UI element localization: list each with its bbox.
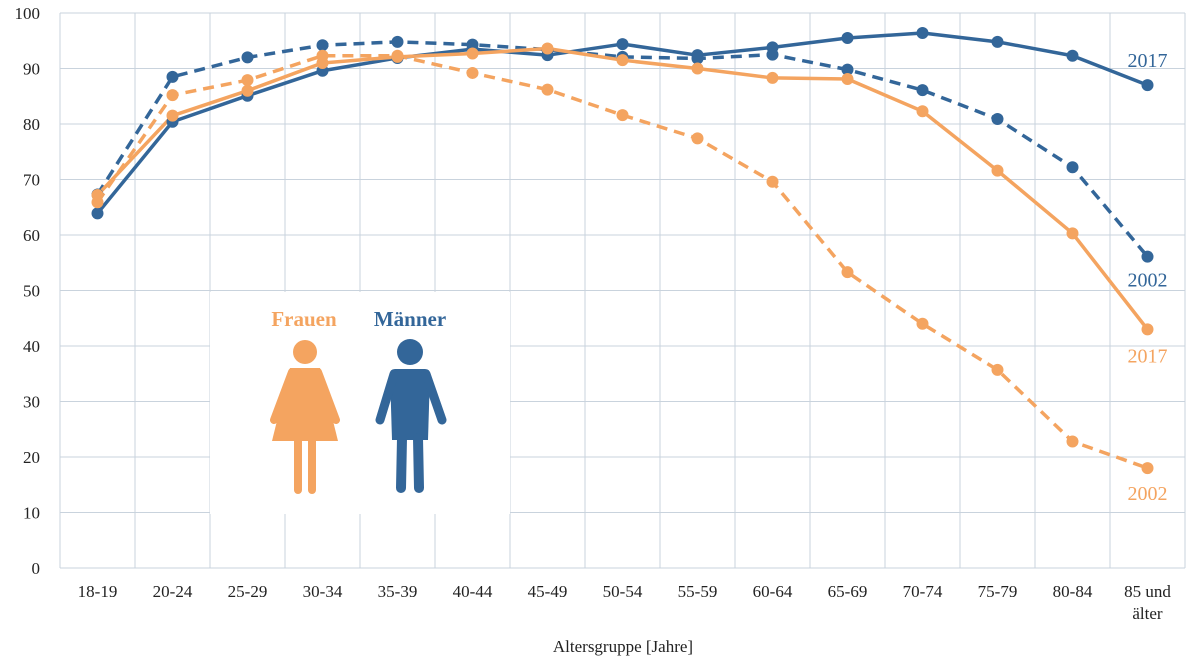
y-tick-label: 70 [23, 171, 40, 190]
data-point [166, 89, 179, 102]
series-line [96, 46, 1149, 331]
data-point [991, 164, 1004, 177]
y-tick-label: 40 [23, 337, 40, 356]
data-point [241, 51, 254, 64]
x-tick-label: 55-59 [678, 582, 718, 601]
series-label: 2002 [1128, 483, 1168, 505]
series-labels: 2017 2002 2017 2002 [1128, 50, 1168, 505]
x-tick-label: 60-64 [753, 582, 793, 601]
data-point [841, 31, 854, 44]
y-axis: 0 10 20 30 40 50 60 70 80 90 100 [15, 4, 41, 578]
y-tick-label: 0 [32, 559, 41, 578]
data-point [916, 84, 929, 97]
y-tick-label: 60 [23, 226, 40, 245]
data-point [916, 26, 929, 39]
x-axis-title: Altersgruppe [Jahre] [553, 637, 693, 656]
y-tick-label: 50 [23, 282, 40, 301]
data-point [691, 62, 704, 75]
woman-icon [270, 340, 340, 494]
data-point [766, 175, 779, 188]
data-point [91, 196, 104, 209]
data-point [916, 317, 929, 330]
x-tick-label: 50-54 [603, 582, 643, 601]
data-point [316, 39, 329, 52]
x-tick-label: 30-34 [303, 582, 343, 601]
data-point [766, 48, 779, 61]
y-tick-label: 30 [23, 393, 40, 412]
x-tick-label: 25-29 [228, 582, 268, 601]
series-label: 2017 [1128, 345, 1168, 367]
y-tick-label: 20 [23, 448, 40, 467]
x-tick-label: 70-74 [903, 582, 943, 601]
data-point [1066, 161, 1079, 174]
data-point [691, 52, 704, 65]
data-point [466, 47, 479, 60]
data-point [466, 66, 479, 79]
x-tick-label: 75-79 [978, 582, 1018, 601]
data-point [841, 63, 854, 76]
x-tick-label: 35-39 [378, 582, 418, 601]
data-point [241, 84, 254, 97]
y-tick-label: 80 [23, 115, 40, 134]
data-point [1141, 250, 1154, 263]
data-point [991, 35, 1004, 48]
data-point [91, 207, 104, 220]
x-tick-label: 40-44 [453, 582, 493, 601]
x-tick-label: 20-24 [153, 582, 193, 601]
y-tick-label: 90 [23, 60, 40, 79]
y-tick-label: 10 [23, 504, 40, 523]
data-point [616, 54, 629, 67]
series-line [96, 40, 1149, 258]
x-tick-label: 18-19 [78, 582, 118, 601]
legend-label-frauen: Frauen [271, 307, 337, 331]
data-point [991, 113, 1004, 126]
data-point [916, 105, 929, 118]
series-label: 2002 [1128, 270, 1168, 292]
data-point [1066, 49, 1079, 62]
legend: Frauen Männer [210, 292, 510, 514]
legend-background [210, 292, 510, 514]
data-point [316, 49, 329, 62]
data-point [541, 42, 554, 55]
x-tick-label: 45-49 [528, 582, 568, 601]
series-label: 2017 [1128, 50, 1168, 72]
x-tick-label: 80-84 [1053, 582, 1093, 601]
man-icon [375, 339, 447, 493]
data-point [841, 73, 854, 86]
data-point [1141, 323, 1154, 336]
data-point [541, 83, 554, 96]
data-point [841, 266, 854, 279]
data-point [616, 38, 629, 51]
data-point [1066, 227, 1079, 240]
data-point [1141, 462, 1154, 475]
data-point [766, 71, 779, 84]
data-point [166, 109, 179, 122]
data-point [391, 49, 404, 62]
data-point [1066, 435, 1079, 448]
data-point [166, 70, 179, 83]
data-point [391, 35, 404, 48]
data-point [1141, 79, 1154, 92]
data-point [691, 132, 704, 145]
data-point [991, 363, 1004, 376]
data-point [616, 109, 629, 122]
data-point [241, 74, 254, 87]
x-tick-label: 65-69 [828, 582, 868, 601]
data-point [466, 38, 479, 51]
y-tick-label: 100 [15, 4, 41, 23]
series-points [91, 26, 1154, 475]
legend-label-maenner: Männer [374, 307, 446, 331]
x-axis: 18-19 20-24 25-29 30-34 35-39 40-44 45-49 50-54… [78, 582, 1172, 623]
x-tick-label: 85 und älter [1124, 582, 1171, 623]
